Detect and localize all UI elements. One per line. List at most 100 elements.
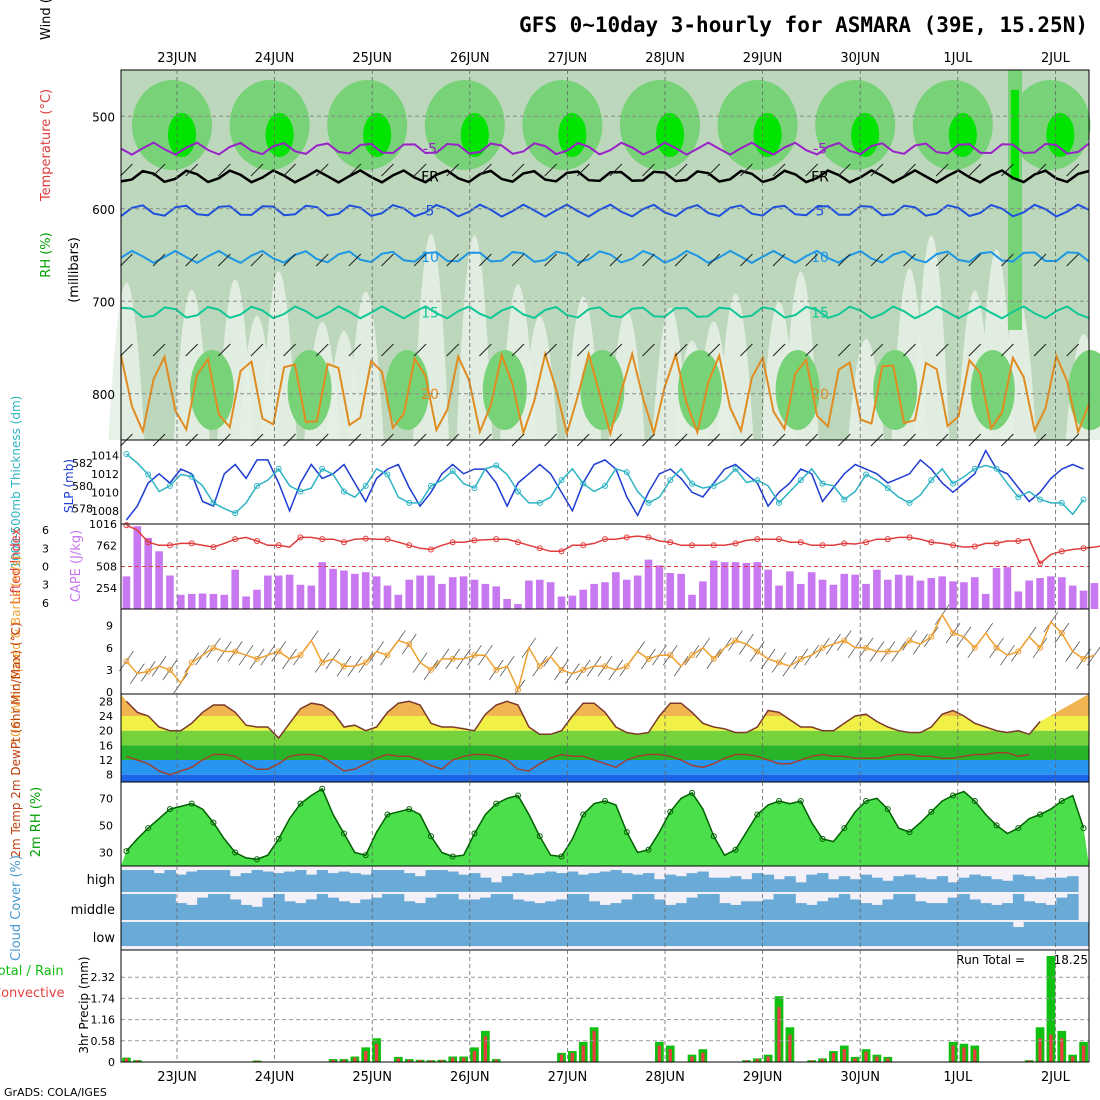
cloud-cover-bar: [382, 870, 394, 892]
rh-dry-region: [260, 271, 297, 440]
rh-saturated-region: [460, 113, 489, 157]
y-tick-label: 6: [106, 642, 113, 655]
rh2m-line: [125, 787, 1085, 860]
rh2m-line-marker: [536, 833, 543, 840]
lifted-index-line-marker: [471, 537, 478, 544]
wind-barb: [217, 343, 231, 357]
wind-speed-line-marker: [971, 644, 978, 651]
wind-speed-line-marker: [514, 686, 521, 693]
wind-speed-line-marker: [819, 644, 826, 651]
cloud-cover-bar: [425, 870, 437, 892]
wind-barb: [1033, 253, 1047, 267]
precip-convective-bar: [1049, 1034, 1053, 1062]
date-label-top: 27JUN: [548, 51, 588, 66]
rh2m-line-marker: [1015, 825, 1022, 832]
cloud-cover-bar: [251, 870, 263, 892]
wind-barb: [740, 253, 753, 267]
cloud-cover-bar: [175, 874, 187, 892]
cape-bar: [829, 584, 838, 609]
wind-barb: [1066, 163, 1080, 177]
cloud-cover-bar: [925, 903, 938, 920]
precip-convective-bar: [755, 1059, 759, 1062]
cloud-cover-bar: [849, 879, 862, 892]
lifted-index-line-marker: [754, 536, 761, 543]
rh2m-line-marker: [384, 811, 391, 818]
cloud-cover-bar: [969, 874, 981, 892]
cloud-cover-bar: [556, 922, 568, 946]
date-label-bottom: 1JUL: [943, 1070, 973, 1085]
precip-convective-bar: [668, 1049, 672, 1062]
thickness-line-marker: [667, 477, 674, 484]
precip-convective-bar: [701, 1052, 705, 1062]
wind-speed-line-marker: [166, 666, 173, 673]
cloud-cover-bar: [479, 877, 492, 892]
cloud-cover-bar: [936, 903, 949, 920]
cape-bar: [796, 583, 805, 609]
cape-bar: [916, 580, 925, 609]
cloud-cover-bar: [893, 894, 905, 920]
cloud-cover-bar: [175, 903, 187, 920]
cloud-cover-bar: [697, 871, 709, 892]
cloud-cover-bar: [621, 899, 633, 920]
cape-bar: [622, 579, 631, 609]
rh2m-line-marker: [340, 830, 347, 837]
cloud-cover-bar: [925, 922, 938, 946]
wind-barb: [544, 163, 557, 177]
cape-bar: [459, 576, 468, 609]
rh2m-line-marker: [819, 835, 826, 842]
cloud-cover-bar: [838, 894, 851, 920]
rh2m-line-marker: [971, 797, 978, 804]
cloud-cover-bar: [980, 922, 992, 946]
cloud-cover-bar: [447, 894, 459, 920]
precip-convective-bar: [581, 1045, 585, 1062]
cloud-cover-bar: [501, 894, 514, 920]
wind-barb: [250, 163, 264, 177]
lifted-index-line-marker: [884, 536, 891, 543]
cloud-cover-bar: [827, 897, 840, 920]
precip-convective-bar: [472, 1051, 477, 1062]
lifted-index-line-marker: [906, 534, 913, 541]
cloud-cover-bar: [305, 899, 318, 920]
cloud-cover-bar: [817, 922, 829, 946]
cape-bar: [405, 579, 414, 609]
cloud-cover-bar: [425, 922, 437, 946]
cloud-cover-bar: [914, 922, 927, 946]
wind-barb: [576, 163, 590, 177]
wind-barb: [870, 253, 884, 267]
cloud-cover-bar: [969, 922, 981, 946]
wind-barb: [935, 163, 949, 177]
cloud-cover-bar: [904, 922, 916, 946]
cape-bar: [568, 595, 577, 609]
rh2m-line-marker: [993, 822, 1000, 829]
wind-speed-line-marker: [732, 637, 739, 644]
cloud-cover-bar: [730, 922, 742, 946]
precip-convective-bar: [777, 1007, 781, 1062]
cloud-cover-bar: [719, 903, 731, 920]
cape-bar: [873, 569, 881, 609]
cloud-cover-bar: [218, 870, 231, 892]
rh2m-line-marker: [689, 789, 696, 796]
y-tick-label: 500: [92, 110, 115, 124]
cape-bar: [274, 575, 283, 609]
rh2m-line-marker: [188, 800, 195, 807]
cloud-cover-bar: [784, 922, 796, 946]
cloud-cover-bar: [360, 874, 372, 892]
y-tick-label: 3: [42, 542, 49, 555]
lifted-index-line-marker: [210, 544, 217, 551]
cloud-cover-bar: [871, 904, 883, 920]
cloud-cover-bar: [914, 901, 927, 920]
rh2m-line-marker: [427, 833, 434, 840]
wind-barb: [1033, 163, 1047, 177]
cape-bar: [775, 585, 783, 609]
cloud-cover-bar: [490, 922, 503, 946]
wind-barb: [837, 343, 851, 357]
y-tick-label: 1008: [91, 505, 119, 518]
cape-bar: [579, 589, 588, 609]
panel-frame: [120, 949, 1090, 1063]
rh-moist-region: [970, 350, 1015, 430]
rh2m-line-marker: [449, 853, 456, 860]
wind-barb: [576, 253, 590, 267]
y-axis-label-lifted: Lifted Index: [9, 527, 24, 604]
wind-barb: [250, 253, 264, 267]
